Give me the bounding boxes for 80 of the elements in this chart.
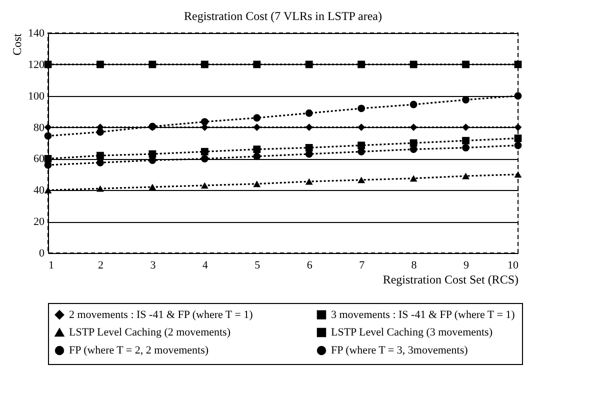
point (514, 171, 522, 178)
y-tick-label: 40 (34, 184, 45, 197)
y-tick-label: 100 (28, 90, 45, 102)
point (96, 152, 104, 160)
point (305, 60, 313, 68)
point (358, 60, 366, 68)
point (200, 148, 208, 156)
point (253, 60, 261, 68)
point (514, 134, 522, 142)
x-tick-label: 4 (202, 260, 208, 272)
point (358, 104, 366, 112)
legend-label: FP (where T = 3, 3movements) (331, 344, 468, 356)
point (148, 60, 156, 68)
point (96, 128, 104, 136)
point (410, 124, 418, 131)
point (514, 60, 522, 68)
y-tick-label: 120 (28, 58, 45, 71)
point (305, 150, 313, 158)
point (358, 142, 366, 150)
point (410, 175, 418, 182)
point (462, 60, 470, 68)
y-axis-title: Cost (10, 32, 24, 56)
y-tick-label: 60 (34, 153, 45, 166)
point (253, 152, 261, 160)
point (44, 186, 52, 194)
legend-label: LSTP Level Caching (2 movements) (69, 326, 231, 338)
point (44, 161, 52, 169)
x-tick-label: 7 (359, 260, 366, 272)
x-tick-label: 6 (306, 260, 313, 272)
point (462, 144, 470, 152)
point (96, 185, 104, 192)
point (96, 60, 104, 68)
x-tick-label: 5 (254, 260, 261, 272)
point (462, 124, 470, 131)
legend-label: 3 movements : IS -41 & FP (where T = 1) (331, 308, 516, 321)
point (410, 60, 418, 68)
point (358, 124, 366, 131)
x-tick-label: 3 (150, 260, 156, 272)
point (462, 136, 470, 144)
point (253, 146, 261, 153)
point (253, 180, 261, 188)
x-tick-label: 9 (464, 260, 470, 272)
point (200, 60, 208, 68)
point (305, 144, 313, 152)
point (305, 124, 313, 131)
point (305, 178, 313, 185)
chart-title: Registration Cost (7 VLRs in LSTP area) (184, 9, 382, 23)
point (305, 109, 313, 117)
point (514, 92, 522, 100)
legend-label: 2 movements : IS -41 & FP (where T = 1) (69, 308, 254, 321)
point (44, 60, 52, 68)
point (44, 155, 52, 162)
point (200, 155, 208, 162)
x-tick-label: 8 (411, 260, 418, 272)
point (253, 124, 261, 131)
point (410, 139, 418, 147)
x-tick-label: 10 (508, 260, 519, 272)
y-tick-label: 20 (34, 216, 45, 228)
y-tick-label: 140 (28, 28, 45, 40)
point (200, 118, 208, 126)
legend-label: FP (where T = 2, 2 movements) (69, 344, 209, 356)
point (253, 114, 261, 122)
point (44, 132, 52, 140)
x-tick-label: 1 (48, 260, 54, 272)
legend-label: LSTP Level Caching (3 movements) (331, 326, 493, 338)
point (462, 172, 470, 180)
x-tick-label: 2 (98, 260, 104, 272)
y-tick-label: 0 (39, 248, 45, 260)
point (148, 156, 156, 164)
point (148, 150, 156, 158)
point (200, 182, 208, 189)
point (44, 124, 52, 131)
x-axis-title: Registration Cost Set (RCS) (382, 272, 518, 286)
point (462, 96, 470, 104)
point (358, 176, 366, 184)
point (410, 100, 418, 108)
y-tick-label: 80 (34, 122, 45, 134)
point (410, 146, 418, 153)
point (148, 184, 156, 190)
point (514, 142, 522, 150)
